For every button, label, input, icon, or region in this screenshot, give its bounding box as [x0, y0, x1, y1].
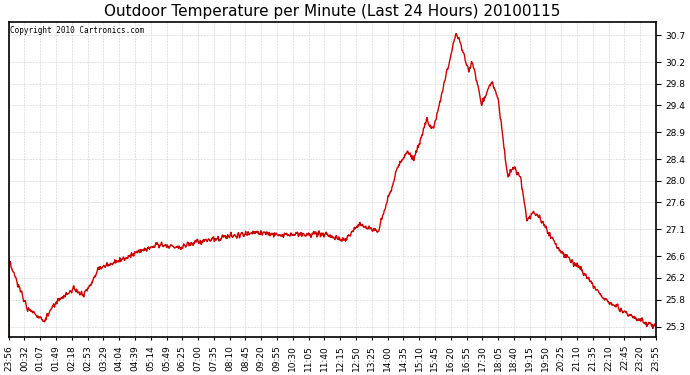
Title: Outdoor Temperature per Minute (Last 24 Hours) 20100115: Outdoor Temperature per Minute (Last 24 …: [104, 4, 560, 19]
Text: Copyright 2010 Cartronics.com: Copyright 2010 Cartronics.com: [10, 27, 144, 36]
